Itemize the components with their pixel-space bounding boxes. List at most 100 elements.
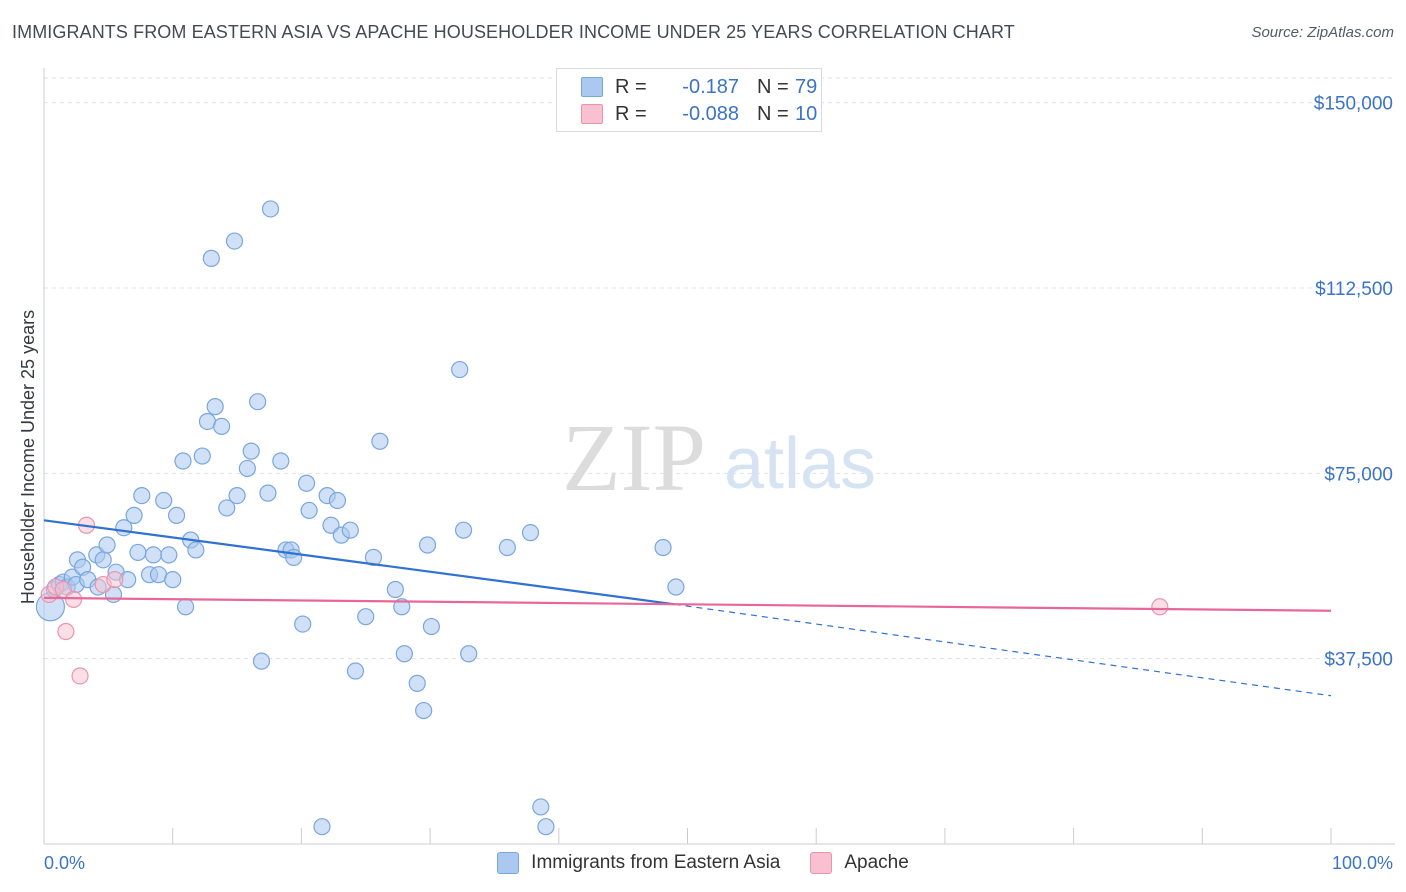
data-point-eastern-asia xyxy=(667,578,685,596)
data-point-apache xyxy=(106,571,124,589)
grid-lines xyxy=(44,77,1395,660)
legend-n-value: 79 xyxy=(795,75,818,98)
data-point-eastern-asia xyxy=(294,615,312,633)
trend-line-eastern-asia xyxy=(43,519,675,606)
watermark-atlas: atlas xyxy=(724,424,876,504)
data-point-eastern-asia xyxy=(174,452,192,470)
chart-title: IMMIGRANTS FROM EASTERN ASIA VS APACHE H… xyxy=(12,22,1015,42)
watermark: ZIP atlas xyxy=(562,404,876,511)
data-point-eastern-asia xyxy=(261,200,280,218)
data-point-eastern-asia xyxy=(451,360,469,379)
data-point-eastern-asia xyxy=(98,536,116,554)
data-point-eastern-asia xyxy=(395,645,413,663)
data-point-eastern-asia xyxy=(242,442,260,460)
bottom-legend-label-eastern-asia: Immigrants from Eastern Asia xyxy=(531,852,781,873)
data-point-eastern-asia xyxy=(408,674,426,692)
watermark-zip: ZIP xyxy=(562,404,706,511)
data-point-eastern-asia xyxy=(94,551,112,569)
data-point-apache xyxy=(65,590,83,608)
trend-line-apache xyxy=(43,596,1332,612)
data-point-eastern-asia xyxy=(164,571,182,589)
series-apache xyxy=(40,516,1169,685)
legend-n-label: N = xyxy=(757,75,789,98)
data-point-apache xyxy=(1151,598,1169,616)
y-tick-label: $150,000 xyxy=(1314,94,1393,115)
legend-r-value: -0.187 xyxy=(682,75,739,98)
data-point-eastern-asia xyxy=(415,701,433,720)
data-point-eastern-asia xyxy=(654,538,672,557)
bottom-legend-item-apache[interactable]: Apache xyxy=(810,852,909,874)
x-tick-label: 0.0% xyxy=(44,853,85,873)
legend-row-apache: R = -0.088 N = 10 xyxy=(581,101,817,127)
bottom-legend-label-apache: Apache xyxy=(844,852,909,873)
data-point-eastern-asia xyxy=(521,524,540,542)
data-point-eastern-asia xyxy=(532,798,550,816)
data-point-eastern-asia xyxy=(341,521,359,539)
tick-labels: $37,500 $75,000 $112,500 $150,000 0.0% 100.0% xyxy=(44,94,1393,873)
data-point-eastern-asia xyxy=(454,521,473,539)
data-points xyxy=(35,200,1169,836)
data-point-eastern-asia xyxy=(371,432,389,450)
legend-r-label: R = xyxy=(615,75,647,98)
data-point-eastern-asia xyxy=(313,818,331,836)
data-point-eastern-asia xyxy=(187,541,205,559)
data-point-eastern-asia xyxy=(176,598,195,616)
data-point-eastern-asia xyxy=(422,617,440,636)
axes xyxy=(43,68,1395,845)
bottom-legend-swatch-apache xyxy=(810,852,833,874)
data-point-eastern-asia xyxy=(225,232,244,250)
legend-swatch-eastern-asia xyxy=(581,77,603,97)
data-point-eastern-asia xyxy=(393,598,411,616)
legend-r-value: -0.088 xyxy=(682,102,739,125)
y-axis-title: Householder Income Under 25 years xyxy=(18,310,38,604)
series-eastern-asia xyxy=(35,200,685,836)
y-tick-label: $75,000 xyxy=(1324,464,1393,485)
data-point-eastern-asia xyxy=(202,249,220,267)
bottom-legend: Immigrants from Eastern Asia Apache xyxy=(0,852,1406,874)
trend-lines xyxy=(43,519,1332,697)
data-point-eastern-asia xyxy=(238,459,256,478)
legend-n-value: 10 xyxy=(795,102,818,125)
data-point-eastern-asia xyxy=(125,506,143,524)
data-point-eastern-asia xyxy=(133,486,151,505)
data-point-eastern-asia xyxy=(218,499,236,517)
source-label: Source: ZipAtlas.com xyxy=(1251,24,1394,41)
legend-row-eastern-asia: R = -0.187 N = 79 xyxy=(581,74,817,100)
data-point-eastern-asia xyxy=(252,652,271,670)
data-point-eastern-asia xyxy=(228,486,246,505)
legend-n-label: N = xyxy=(757,102,789,125)
data-point-eastern-asia xyxy=(386,580,404,599)
data-point-eastern-asia xyxy=(144,546,162,564)
data-point-eastern-asia xyxy=(297,474,316,492)
bottom-legend-swatch-eastern-asia xyxy=(497,852,520,874)
data-point-eastern-asia xyxy=(364,548,383,566)
bottom-legend-item-eastern-asia[interactable]: Immigrants from Eastern Asia xyxy=(497,852,780,874)
data-point-eastern-asia xyxy=(259,484,277,502)
data-point-apache xyxy=(57,622,75,641)
data-point-eastern-asia xyxy=(213,417,231,436)
data-point-eastern-asia xyxy=(155,491,173,510)
data-point-eastern-asia xyxy=(328,491,347,510)
data-point-eastern-asia xyxy=(300,501,318,520)
data-point-eastern-asia xyxy=(193,447,211,465)
x-tick-label: 100.0% xyxy=(1332,853,1393,873)
data-point-eastern-asia xyxy=(206,398,224,416)
data-point-eastern-asia xyxy=(346,662,365,680)
data-point-eastern-asia xyxy=(249,393,267,411)
legend: R = -0.187 N = 79 R = -0.088 N = 10 xyxy=(556,68,822,132)
data-point-eastern-asia xyxy=(418,536,437,554)
data-point-eastern-asia xyxy=(322,516,340,534)
data-point-eastern-asia xyxy=(167,506,186,524)
legend-r-label: R = xyxy=(615,102,647,125)
data-point-eastern-asia xyxy=(498,538,516,557)
data-point-eastern-asia xyxy=(272,452,290,470)
y-tick-label: $112,500 xyxy=(1315,279,1393,300)
data-point-eastern-asia xyxy=(357,608,375,626)
trend-line-eastern-asia-extension xyxy=(674,603,1332,697)
data-point-eastern-asia xyxy=(537,818,555,836)
legend-swatch-apache xyxy=(581,104,603,124)
data-point-eastern-asia xyxy=(160,546,178,564)
data-point-eastern-asia xyxy=(129,543,147,562)
data-point-apache xyxy=(71,667,89,685)
